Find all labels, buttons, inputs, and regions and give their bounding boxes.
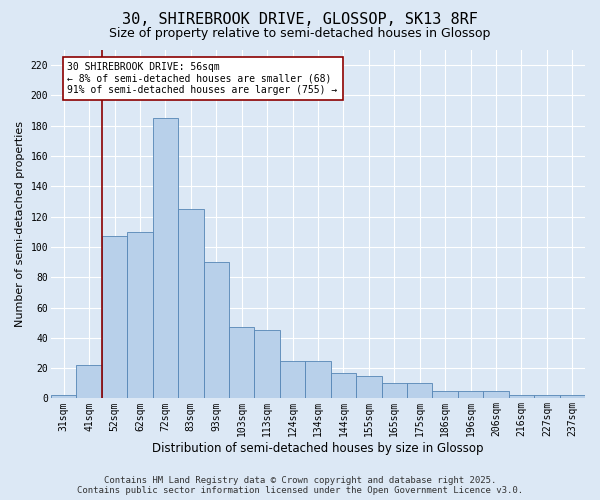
Bar — [229, 327, 254, 398]
Y-axis label: Number of semi-detached properties: Number of semi-detached properties — [15, 121, 25, 327]
Bar — [127, 232, 152, 398]
Bar — [76, 365, 102, 398]
Text: Size of property relative to semi-detached houses in Glossop: Size of property relative to semi-detach… — [109, 28, 491, 40]
Bar — [152, 118, 178, 398]
X-axis label: Distribution of semi-detached houses by size in Glossop: Distribution of semi-detached houses by … — [152, 442, 484, 455]
Bar — [51, 396, 76, 398]
Bar — [560, 396, 585, 398]
Bar — [433, 391, 458, 398]
Bar — [102, 236, 127, 398]
Bar — [407, 384, 433, 398]
Text: 30, SHIREBROOK DRIVE, GLOSSOP, SK13 8RF: 30, SHIREBROOK DRIVE, GLOSSOP, SK13 8RF — [122, 12, 478, 28]
Bar — [280, 360, 305, 399]
Bar — [254, 330, 280, 398]
Bar — [356, 376, 382, 398]
Bar — [305, 360, 331, 399]
Bar — [382, 384, 407, 398]
Bar — [509, 396, 534, 398]
Bar — [534, 396, 560, 398]
Text: Contains HM Land Registry data © Crown copyright and database right 2025.
Contai: Contains HM Land Registry data © Crown c… — [77, 476, 523, 495]
Bar — [178, 209, 203, 398]
Bar — [483, 391, 509, 398]
Text: 30 SHIREBROOK DRIVE: 56sqm
← 8% of semi-detached houses are smaller (68)
91% of : 30 SHIREBROOK DRIVE: 56sqm ← 8% of semi-… — [67, 62, 338, 96]
Bar — [331, 372, 356, 398]
Bar — [458, 391, 483, 398]
Bar — [203, 262, 229, 398]
